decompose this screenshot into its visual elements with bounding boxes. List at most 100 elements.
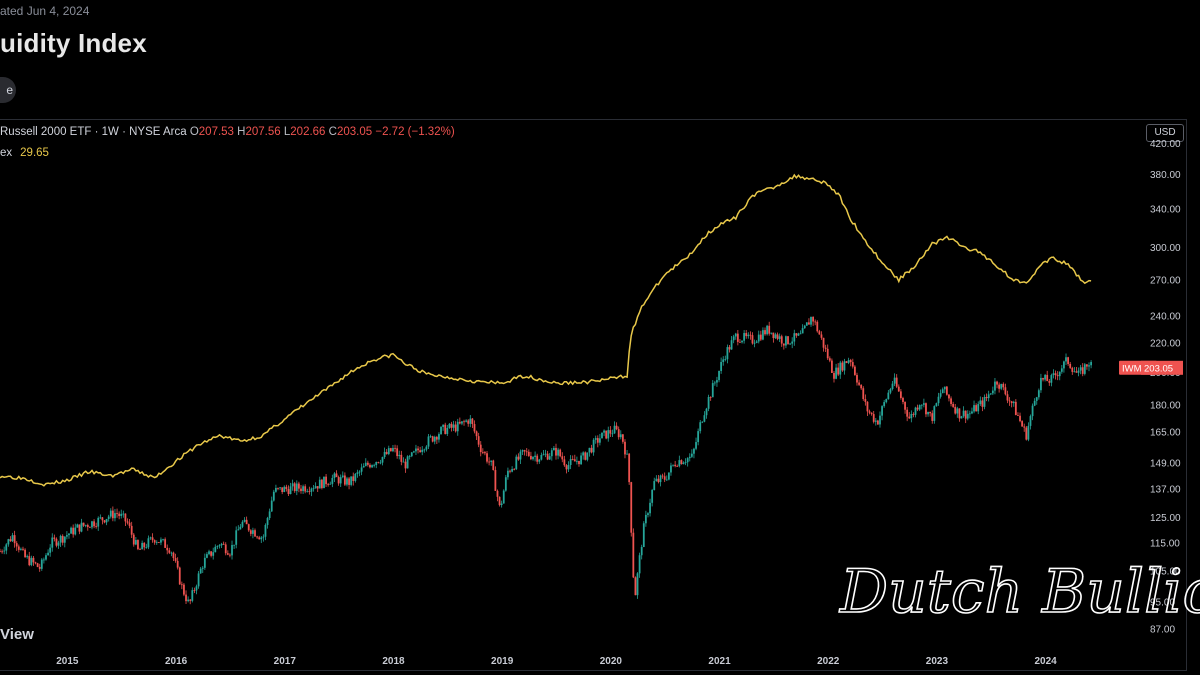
candle-body [103, 520, 106, 523]
y-tick-label: 220.00 [1150, 339, 1181, 350]
candle-body [619, 434, 622, 438]
candle-body [375, 462, 378, 465]
candle-body [130, 525, 133, 535]
candle-body [291, 483, 294, 487]
candle-body [705, 408, 708, 416]
candle-body [1017, 415, 1019, 416]
candle-body [235, 530, 238, 545]
candle-body [594, 438, 597, 440]
candle-body [258, 537, 261, 540]
index-name[interactable]: ex [0, 147, 13, 159]
candle-body [670, 465, 672, 473]
candle-body [820, 334, 823, 338]
candle-body [845, 361, 848, 363]
candle-body [916, 407, 919, 410]
candle-body [488, 461, 491, 463]
candle-body [289, 486, 292, 495]
candle-body [1069, 363, 1072, 368]
candle-body [759, 334, 762, 340]
candle-body [973, 405, 975, 412]
edit-pill-button[interactable]: e [0, 77, 16, 103]
candle-body [858, 382, 860, 385]
symbol-name[interactable]: Russell 2000 ETF · 1W · NYSE Arca [0, 126, 187, 138]
candle-body [373, 464, 376, 466]
candle-body [1048, 381, 1051, 383]
candle-body [555, 447, 557, 456]
candle-body [920, 404, 923, 406]
candle-body [805, 322, 808, 326]
candle-body [791, 341, 794, 344]
candle-body [887, 392, 890, 400]
candle-body [1006, 394, 1009, 401]
candle-body [624, 441, 626, 455]
candle-body [954, 406, 957, 414]
candle-body [745, 333, 748, 337]
candle-body [185, 594, 187, 602]
candle-body [906, 409, 909, 417]
candle-body [400, 454, 403, 462]
candle-body [1063, 361, 1065, 369]
candle-body [431, 436, 434, 442]
candle-body [42, 559, 45, 561]
candle-body [1023, 426, 1026, 428]
candle-body [1008, 400, 1011, 402]
candle-body [164, 539, 167, 548]
candle-body [532, 456, 534, 460]
candle-body [1, 551, 3, 553]
chart-panel[interactable] [0, 119, 1187, 671]
candle-body [701, 421, 704, 423]
candle-body [216, 546, 219, 547]
candle-body [548, 456, 551, 460]
candle-body [206, 554, 208, 558]
candle-body [1046, 374, 1049, 382]
candle-body [308, 491, 311, 492]
candle-body [170, 552, 173, 554]
candle-body [212, 552, 215, 556]
candle-body [208, 551, 210, 555]
candle-body [435, 436, 438, 440]
candle-body [32, 557, 35, 563]
candle-body [458, 421, 461, 424]
candle-body [72, 527, 75, 535]
candle-body [546, 453, 549, 460]
liquidity-index-line [0, 173, 1092, 487]
candle-body [389, 448, 392, 452]
candle-body [672, 464, 674, 466]
candle-body [847, 360, 850, 363]
candle-body [53, 537, 56, 539]
candle-body [688, 456, 691, 459]
index-value: 29.65 [20, 147, 49, 159]
candle-body [576, 460, 578, 462]
watermark-signature: Dutch Bullion [839, 557, 1200, 627]
candle-body [828, 358, 831, 361]
candle-body [65, 535, 68, 537]
candle-body [306, 491, 309, 492]
candle-body [874, 420, 877, 422]
candle-body [444, 424, 447, 434]
candle-body [1086, 364, 1088, 367]
candle-body [941, 389, 944, 394]
candle-body [527, 451, 530, 456]
candle-body [1035, 397, 1038, 401]
candle-body [490, 460, 493, 462]
candle-body [981, 400, 984, 407]
candle-body [975, 405, 978, 412]
candle-body [872, 414, 875, 422]
candle-body [582, 452, 585, 456]
candle-body [626, 453, 628, 455]
candle-body [638, 555, 641, 574]
open-label: O [189, 126, 199, 138]
candle-body [939, 393, 942, 397]
candle-body [122, 513, 125, 515]
candle-body [870, 412, 873, 415]
currency-button[interactable]: USD [1146, 124, 1184, 142]
candle-body [1029, 416, 1032, 426]
candle-body [70, 527, 72, 534]
candle-body [425, 446, 428, 450]
candle-body [385, 451, 388, 455]
candle-body [1058, 371, 1061, 377]
price-tag-group: IWM 203.05 [1119, 360, 1183, 375]
candle-body [766, 325, 769, 335]
candle-body [229, 554, 231, 556]
candle-body [538, 459, 541, 462]
